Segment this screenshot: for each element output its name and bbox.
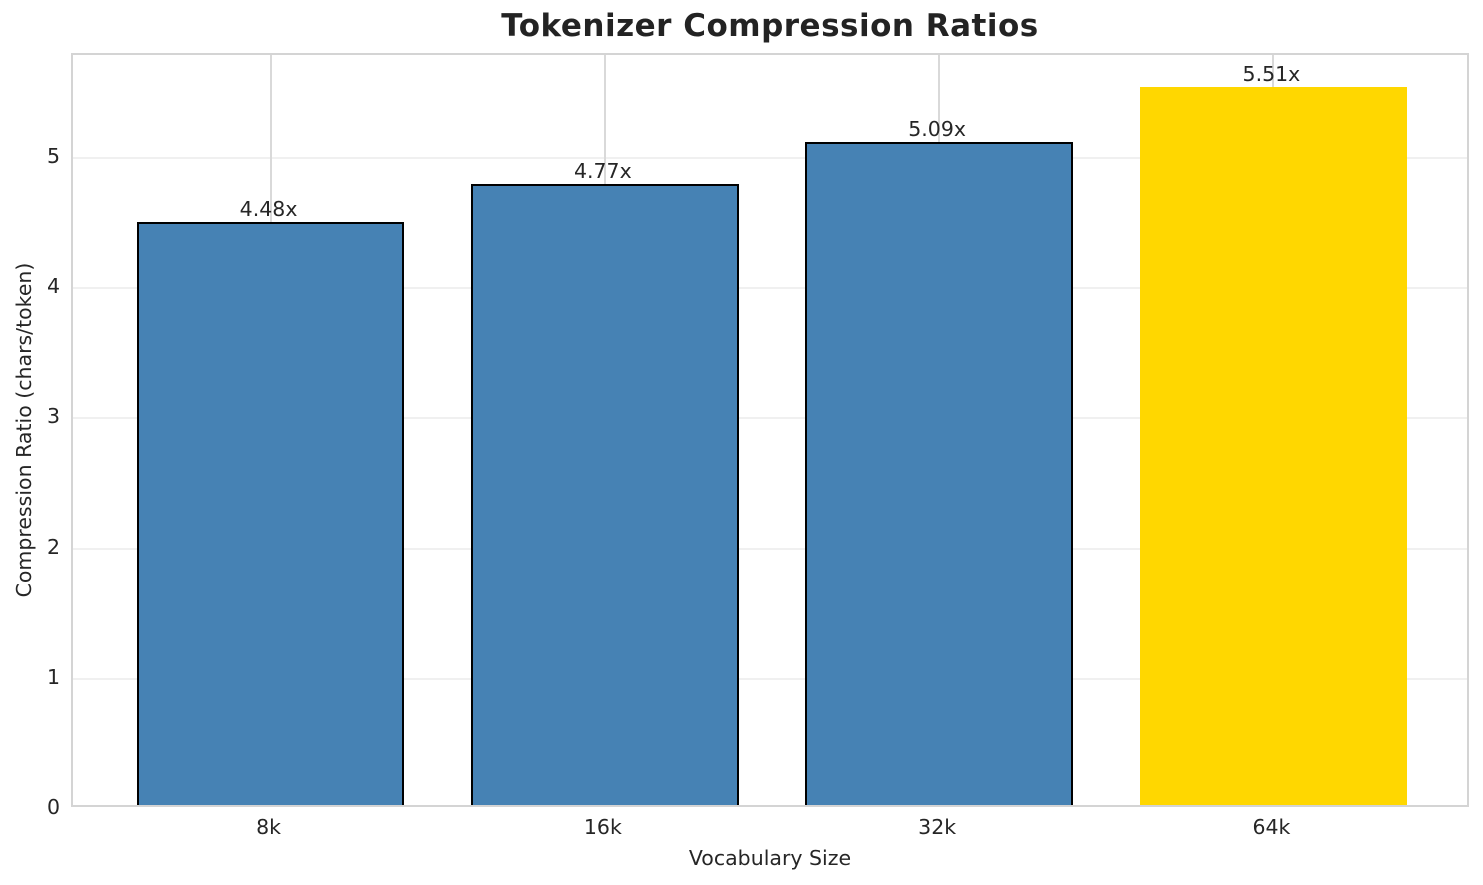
- y-tick-label: 3: [46, 404, 60, 429]
- y-tick-label: 1: [46, 664, 60, 689]
- y-tick-label: 2: [46, 534, 60, 559]
- plot-area: [71, 53, 1469, 807]
- gridline-horizontal: [73, 156, 1467, 159]
- y-tick-label: 0: [46, 795, 60, 819]
- bar-value-label: 5.09x: [908, 117, 967, 142]
- x-tick-label: 64k: [1252, 815, 1291, 839]
- bar-value-label: 4.48x: [239, 196, 298, 221]
- bar-value-label: 5.51x: [1242, 62, 1301, 87]
- gridline-horizontal: [73, 287, 1467, 290]
- bar-32k: [805, 142, 1073, 805]
- x-axis-label: Vocabulary Size: [688, 846, 852, 870]
- gridline-horizontal: [73, 677, 1467, 680]
- gridline-horizontal: [73, 547, 1467, 550]
- x-tick-label: 16k: [583, 815, 622, 839]
- x-tick-label: 8k: [256, 815, 282, 839]
- bar-16k: [471, 183, 739, 805]
- y-tick-label: 4: [46, 274, 60, 299]
- gridline-horizontal: [73, 417, 1467, 420]
- bar-8k: [136, 221, 405, 805]
- x-tick-label: 32k: [918, 815, 957, 839]
- y-tick-label: 5: [46, 143, 60, 168]
- bar-64k: [1139, 87, 1408, 805]
- bar-value-label: 4.77x: [573, 158, 632, 183]
- chart-title: Tokenizer Compression Ratios: [501, 8, 1039, 44]
